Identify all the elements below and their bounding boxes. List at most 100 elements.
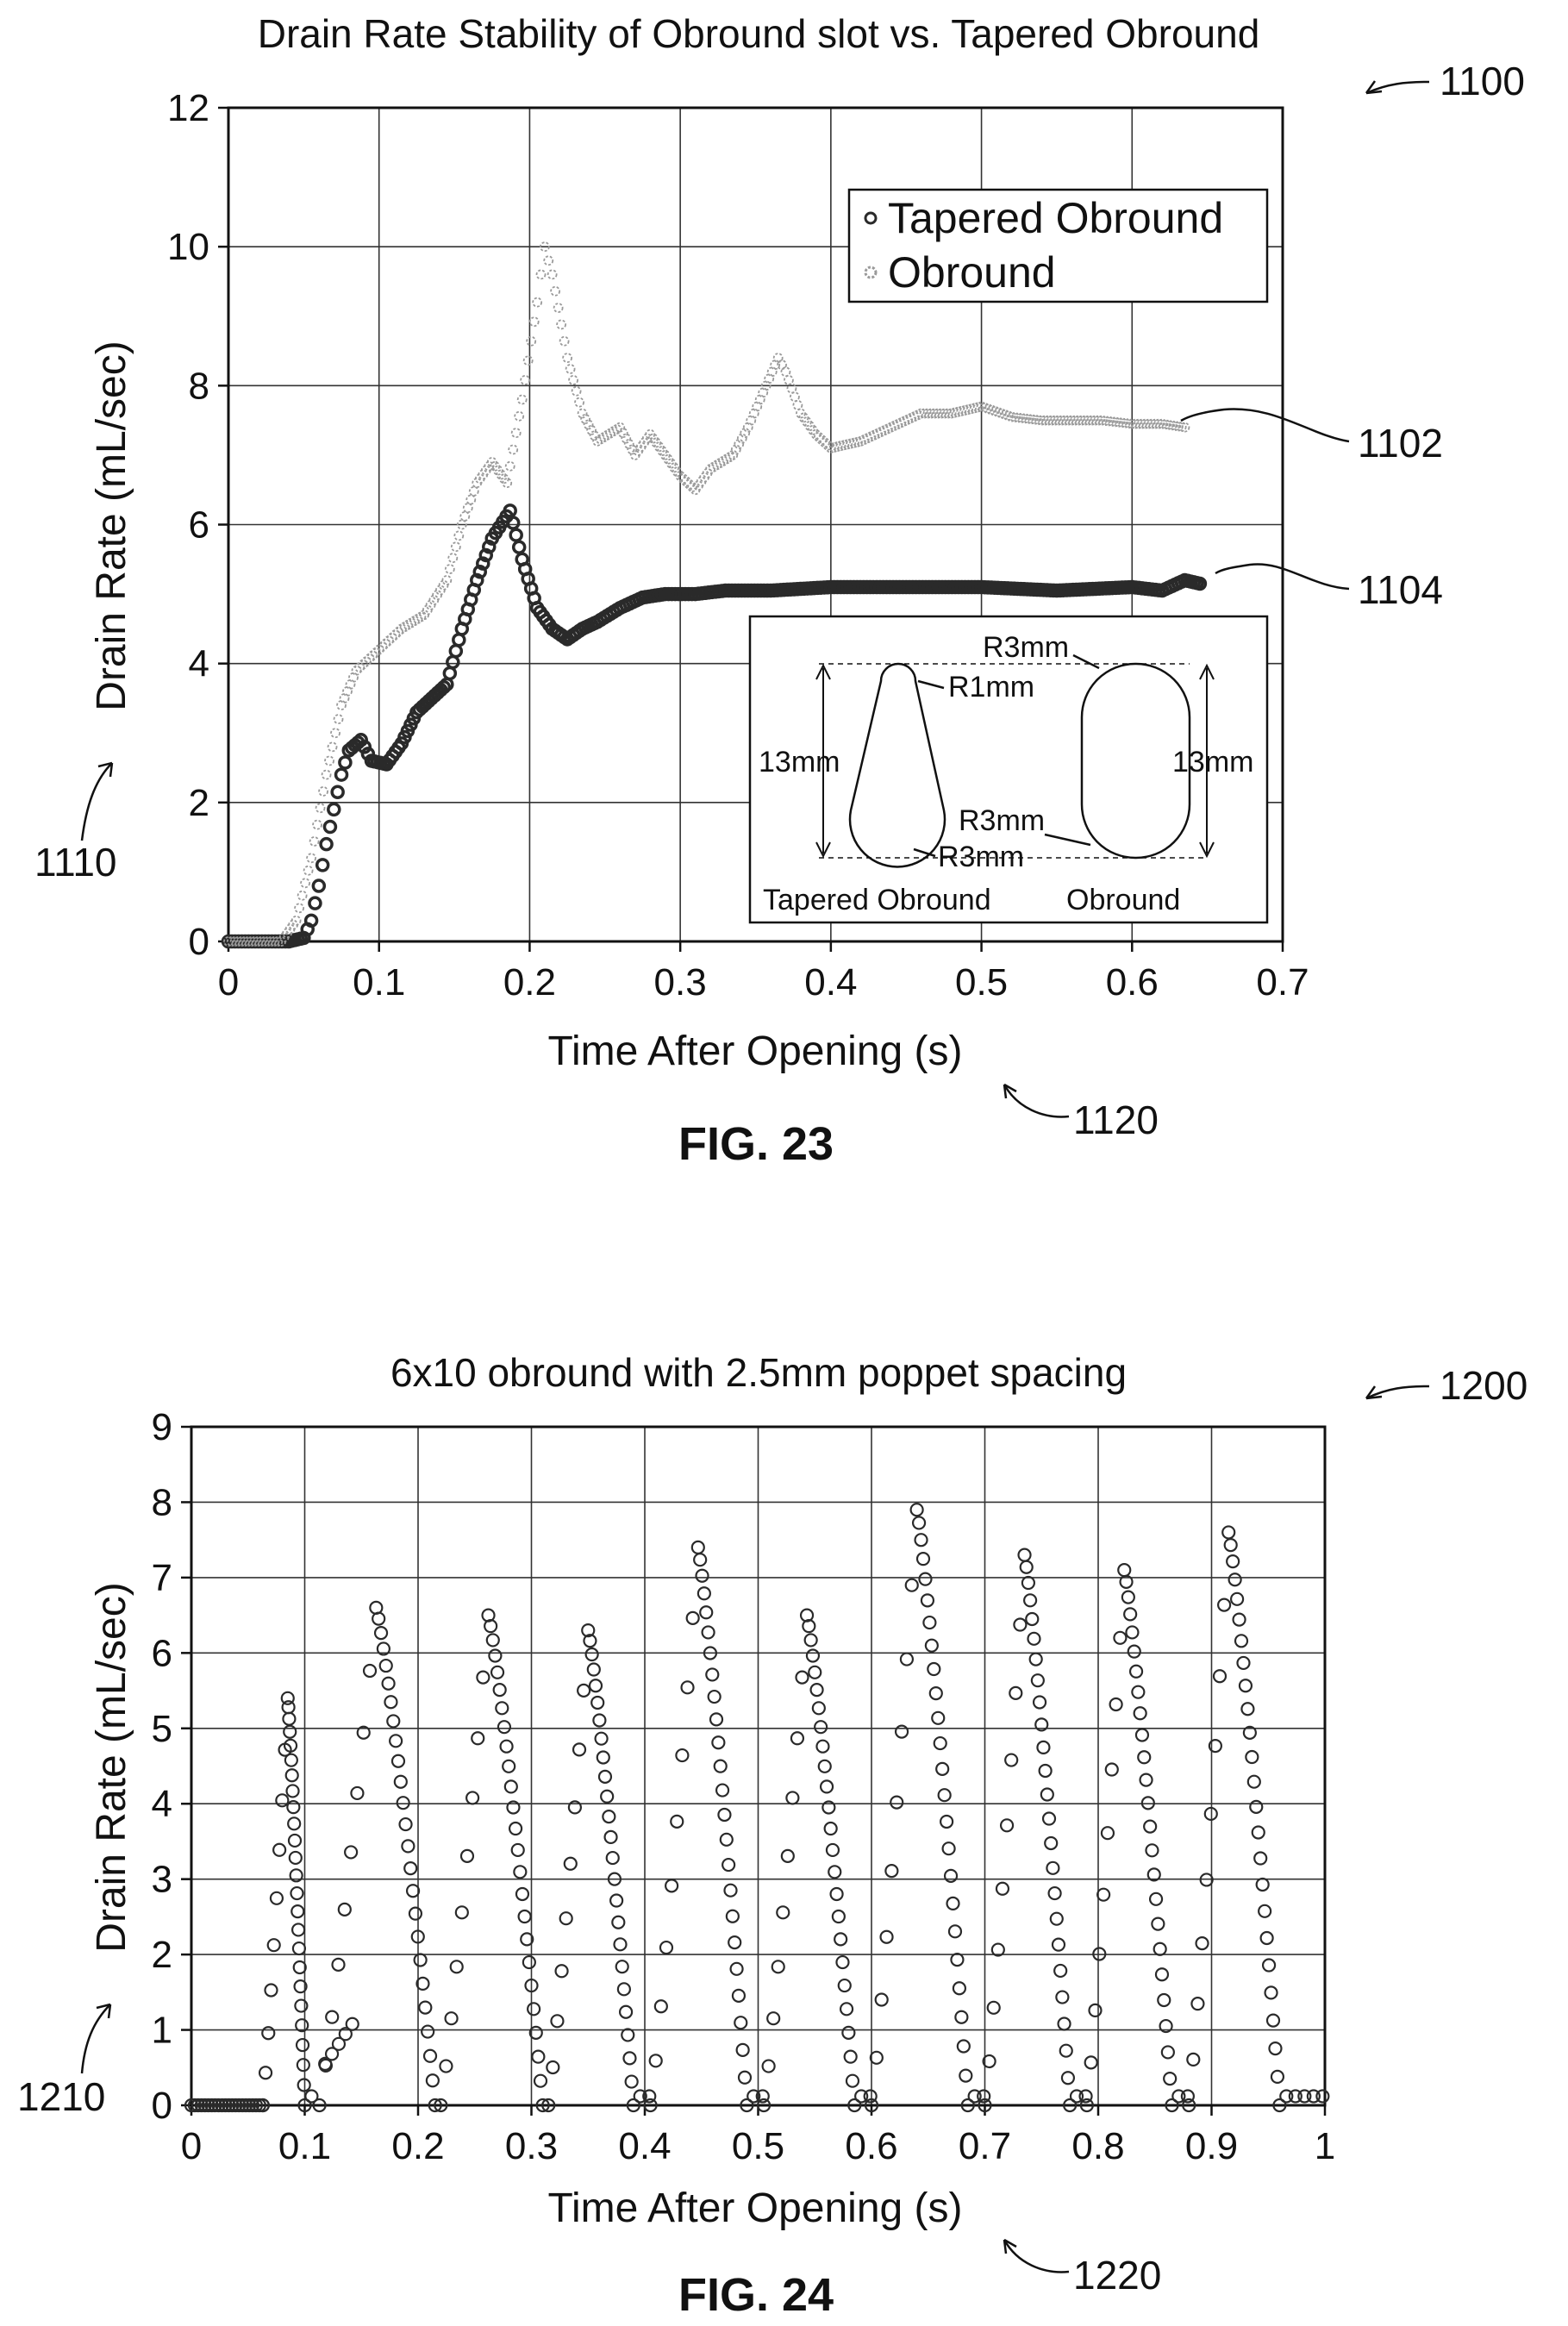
arrow-1200 xyxy=(1365,1385,1430,1400)
data-point xyxy=(1088,2003,1103,2017)
data-point xyxy=(678,473,689,485)
data-point xyxy=(516,394,528,405)
data-point xyxy=(393,626,404,637)
data-point xyxy=(879,1929,894,1944)
data-point xyxy=(428,2098,442,2113)
data-point xyxy=(371,647,381,658)
data-point xyxy=(869,2050,884,2065)
data-point xyxy=(290,1885,304,1901)
data-point xyxy=(725,1909,740,1923)
figure-24: 6x10 obround with 2.5mm poppet spacing 0… xyxy=(17,1350,1527,2321)
arrowhead-1100 xyxy=(1365,80,1383,95)
data-point xyxy=(1306,2089,1321,2104)
data-point xyxy=(959,2068,973,2083)
data-point xyxy=(928,1685,943,1701)
data-point xyxy=(283,1724,297,1739)
data-point xyxy=(766,2011,781,2026)
data-point xyxy=(933,408,943,419)
data-point xyxy=(1245,1749,1259,1765)
data-point xyxy=(624,2074,639,2089)
data-point xyxy=(389,1734,403,1748)
data-point xyxy=(623,439,634,449)
data-point xyxy=(421,2024,435,2039)
data-point xyxy=(1029,414,1040,425)
arrow-1100 xyxy=(1365,80,1430,95)
data-point xyxy=(899,1652,915,1666)
data-point xyxy=(697,1586,711,1601)
data-point xyxy=(246,936,257,947)
data-point xyxy=(580,414,590,424)
data-point xyxy=(1103,416,1115,427)
data-point xyxy=(755,2089,770,2104)
data-point xyxy=(331,1957,346,1972)
data-point xyxy=(728,450,739,460)
data-point xyxy=(1004,1753,1019,1767)
leader-1104 xyxy=(1215,563,1350,591)
data-point xyxy=(510,428,522,439)
data-point xyxy=(665,458,677,469)
data-point xyxy=(1046,1860,1060,1875)
data-point xyxy=(645,428,656,440)
legend-label-tapered: Tapered Obround xyxy=(888,194,1223,242)
data-point xyxy=(511,540,527,554)
data-point xyxy=(1053,1963,1068,1979)
data-point xyxy=(1154,1967,1170,1982)
data-point xyxy=(281,1700,296,1715)
data-point xyxy=(1223,1537,1238,1553)
data-point xyxy=(1234,1634,1249,1648)
data-point xyxy=(622,2051,637,2066)
data-point xyxy=(672,466,683,478)
data-point xyxy=(447,553,459,564)
arrow-1120 xyxy=(1003,1084,1070,1118)
data-point xyxy=(977,2089,991,2104)
data-point xyxy=(995,1881,1010,1896)
y-tick-label: 4 xyxy=(189,643,209,685)
data-point xyxy=(715,1783,730,1798)
data-point xyxy=(1113,416,1124,428)
data-point xyxy=(1060,2071,1076,2085)
data-point xyxy=(295,2018,309,2033)
data-point xyxy=(935,1761,950,1776)
legend-marker-tapered xyxy=(864,211,878,225)
data-point xyxy=(1063,415,1074,426)
data-point xyxy=(740,2098,754,2113)
data-point xyxy=(828,1865,842,1879)
data-point xyxy=(410,1929,425,1944)
data-point xyxy=(532,297,543,308)
data-point xyxy=(586,1662,601,1677)
data-point xyxy=(506,1800,521,1815)
data-point xyxy=(550,285,561,297)
data-point xyxy=(853,436,863,447)
data-point xyxy=(354,662,365,673)
data-point xyxy=(353,733,368,747)
data-point xyxy=(1096,1887,1111,1902)
data-point xyxy=(919,408,930,419)
data-point xyxy=(1146,1867,1161,1882)
data-point xyxy=(1073,415,1084,426)
data-point xyxy=(621,2028,635,2042)
data-point xyxy=(723,1883,738,1898)
data-point xyxy=(459,1848,475,1863)
data-point xyxy=(358,659,368,670)
data-point xyxy=(809,1683,824,1698)
data-point xyxy=(839,440,850,451)
x-tick-label: 0 xyxy=(181,2125,202,2167)
data-point xyxy=(453,530,465,541)
data-point xyxy=(659,1940,674,1955)
data-point xyxy=(1131,1685,1146,1699)
y-tick-label: 10 xyxy=(167,226,209,268)
data-point xyxy=(1246,1774,1261,1789)
obround-shape xyxy=(1080,662,1191,860)
data-point xyxy=(969,403,980,414)
data-point xyxy=(802,416,812,428)
data-point xyxy=(577,1683,591,1698)
data-point xyxy=(497,1720,512,1735)
data-point xyxy=(1265,2013,1281,2028)
data-point xyxy=(1195,1936,1209,1951)
data-point xyxy=(633,2089,647,2104)
data-point xyxy=(422,2048,438,2063)
data-point xyxy=(384,1695,398,1710)
data-point xyxy=(351,665,362,676)
data-point xyxy=(292,1960,307,1975)
data-point xyxy=(265,936,277,947)
